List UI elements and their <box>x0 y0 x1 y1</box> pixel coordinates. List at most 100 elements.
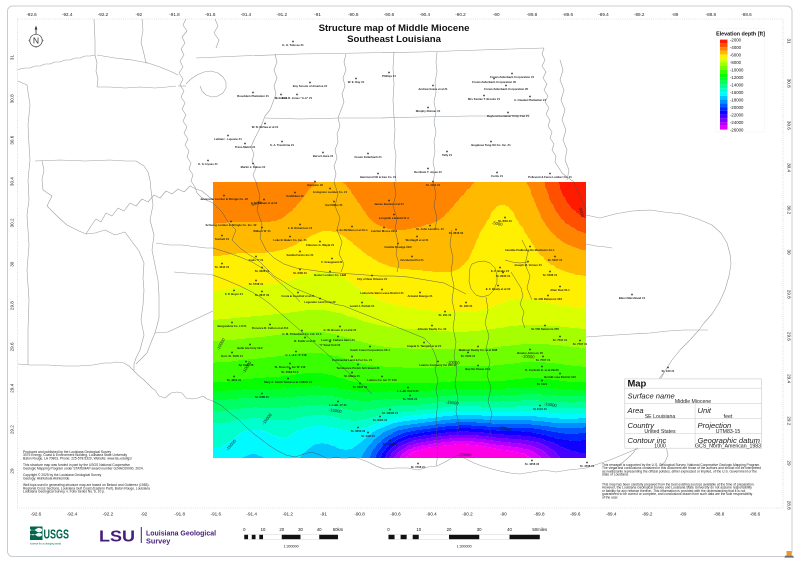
svg-text:A. Claudet Plantation #1: A. Claudet Plantation #1 <box>514 98 546 102</box>
svg-text:-90.6: -90.6 <box>384 12 395 17</box>
svg-text:-88.6: -88.6 <box>750 512 761 517</box>
svg-text:-92.6: -92.6 <box>26 12 37 17</box>
svg-text:-88.8: -88.8 <box>714 512 725 517</box>
svg-text:-90.8: -90.8 <box>348 12 359 17</box>
svg-text:-89: -89 <box>680 512 687 517</box>
svg-text:Wilbert 'B' #1: Wilbert 'B' #1 <box>253 229 271 233</box>
svg-text:C. M. Thibodaux Co. Ltd. #1 A: C. M. Thibodaux Co. Ltd. #1 A <box>282 332 321 336</box>
svg-text:Bob R. Jones "A-A" #1: Bob R. Jones "A-A" #1 <box>282 96 313 100</box>
svg-text:guaranteed to be correct or co: guaranteed to be correct or complete, an… <box>602 492 753 496</box>
svg-text:L.L.&E. #7 #1: L.L.&E. #7 #1 <box>329 403 347 407</box>
svg-text:-89.2: -89.2 <box>642 512 653 517</box>
svg-text:-89.8: -89.8 <box>527 12 538 17</box>
svg-text:-91.4: -91.4 <box>246 512 257 517</box>
svg-text:science for a changing world: science for a changing world <box>30 541 61 545</box>
svg-text:30.2: 30.2 <box>10 218 15 227</box>
svg-text:St. 550 Delacroix #55: St. 550 Delacroix #55 <box>531 327 559 331</box>
svg-text:St. 7567 #1: St. 7567 #1 <box>536 358 551 362</box>
svg-text:Schwing Lumber & Shingle Co. I: Schwing Lumber & Shingle Co. Inc. #2 <box>206 223 257 227</box>
svg-text:29.2: 29.2 <box>787 416 792 425</box>
svg-text:Ap Stell' #6: Ap Stell' #6 <box>239 363 254 367</box>
svg-text:UTM83-15: UTM83-15 <box>716 429 741 435</box>
svg-text:F. P. Boyer #1: F. P. Boyer #1 <box>225 292 243 296</box>
svg-text:Laterre Co. Inc 'C' #10: Laterre Co. Inc 'C' #10 <box>367 378 397 382</box>
svg-text:-91: -91 <box>320 512 327 517</box>
svg-text:St. 6/58 #1: St. 6/58 #1 <box>255 395 269 399</box>
svg-text:Copyright © 2025 by the Louisi: Copyright © 2025 by the Louisiana Geolog… <box>23 473 102 477</box>
svg-text:1000: 1000 <box>654 444 666 450</box>
svg-text:Country: Country <box>628 421 656 430</box>
svg-text:-24000: -24000 <box>730 120 744 125</box>
svg-text:Martin J. Kahao #1: Martin J. Kahao #1 <box>241 165 266 169</box>
svg-text:Lutcher Moore #B-3: Lutcher Moore #B-3 <box>371 229 398 233</box>
svg-text:Levall J. Parfult #1: Levall J. Parfult #1 <box>350 304 375 308</box>
svg-text:Bay De Chane #1-1: Bay De Chane #1-1 <box>465 367 491 371</box>
svg-text:-5000: -5000 <box>492 220 504 227</box>
svg-text:-91.8: -91.8 <box>169 12 180 17</box>
svg-text:St. 5524 #1: St. 5524 #1 <box>403 397 418 401</box>
svg-text:-89.4: -89.4 <box>606 512 617 517</box>
svg-text:However, the Louisiana Geologi: However, the Louisiana Geological Survey… <box>602 486 752 490</box>
svg-text:40: 40 <box>317 527 322 532</box>
svg-text:St. 1921: St. 1921 <box>537 382 548 386</box>
svg-text:or liability for any reliance: or liability for any reliance thereon. T… <box>602 489 745 493</box>
svg-text:St. 330 Delacroix #33: St. 330 Delacroix #33 <box>534 297 562 301</box>
svg-text:St. 8/10 #1: St. 8/10 #1 <box>498 219 512 223</box>
svg-text:29: 29 <box>10 468 15 474</box>
svg-text:Earl Miller #1: Earl Miller #1 <box>325 203 343 207</box>
svg-text:30.8: 30.8 <box>10 94 15 103</box>
svg-text:30: 30 <box>298 527 303 532</box>
svg-text:St. 5466 #1: St. 5466 #1 <box>543 273 558 277</box>
svg-text:St 4141 #1: St 4141 #1 <box>533 407 547 411</box>
svg-text:Louis E. Cadiere Heirs #1: Louis E. Cadiere Heirs #1 <box>321 338 355 342</box>
svg-text:J. B. Robertson #1: J. B. Robertson #1 <box>288 226 313 230</box>
svg-text:-2000: -2000 <box>730 37 742 42</box>
svg-text:Terrebonne Parish Sch Board #1: Terrebonne Parish Sch Board #1 <box>336 366 380 370</box>
svg-text:Southeast Louisiana: Southeast Louisiana <box>347 34 441 45</box>
svg-text:This structure map was funded: This structure map was funded in part by… <box>23 463 130 467</box>
svg-text:Belle Isle Unly #9.2: Belle Isle Unly #9.2 <box>237 346 263 350</box>
svg-text:Occidental Pet #1: Occidental Pet #1 <box>400 258 424 262</box>
svg-text:St. 4864 #1: St. 4864 #1 <box>227 378 242 382</box>
svg-text:29.6: 29.6 <box>10 342 15 351</box>
svg-text:-91.4: -91.4 <box>241 12 252 17</box>
svg-text:-25000: -25000 <box>458 452 472 457</box>
svg-text:Map: Map <box>628 378 647 389</box>
svg-text:30.8: 30.8 <box>787 79 792 88</box>
svg-text:Mrs Fannie T. Brooks #1: Mrs Fannie T. Brooks #1 <box>468 97 500 101</box>
svg-text:H. H. Tolusse #1: H. H. Tolusse #1 <box>282 43 304 47</box>
svg-text:St. 5407 #1: St. 5407 #1 <box>548 258 563 262</box>
svg-text:40: 40 <box>507 527 512 532</box>
svg-text:Projection: Projection <box>698 421 732 430</box>
svg-text:-88.6: -88.6 <box>741 12 752 17</box>
svg-text:31: 31 <box>787 38 792 44</box>
svg-text:LSU: LSU <box>99 529 135 546</box>
svg-text:Madison Realty Co. at al #6/8: Madison Realty Co. at al #6/8 <box>459 348 498 352</box>
svg-text:St. 4644 #1: St. 4644 #1 <box>215 265 230 269</box>
svg-text:Wortlag/3 et al #1: Wortlag/3 et al #1 <box>406 238 429 242</box>
svg-text:-15000: -15000 <box>445 399 459 405</box>
svg-text:St. Rose Co. Inc 'B' #12: St. Rose Co. Inc 'B' #12 <box>275 365 306 369</box>
svg-text:Geology: Akintobola Akintomide: Geology: Akintobola Akintomide <box>23 476 70 480</box>
svg-text:St. John Land Co. #1: St. John Land Co. #1 <box>416 227 444 231</box>
svg-text:as necessarily representing th: as necessarily representing the official… <box>602 469 757 473</box>
svg-text:E. F. Brady et al #2: E. F. Brady et al #2 <box>486 287 511 291</box>
svg-text:Florence R. Cullon et al #14: Florence R. Cullon et al #14 <box>252 326 289 330</box>
svg-text:GCS_North_American_1983: GCS_North_American_1983 <box>695 444 761 450</box>
svg-text:-88.8: -88.8 <box>706 12 717 17</box>
svg-text:Armand Bourge #1: Armand Bourge #1 <box>407 294 432 298</box>
svg-text:Structure map of Middle Miocen: Structure map of Middle Miocene <box>319 23 470 34</box>
svg-text:Graftbbon #1: Graftbbon #1 <box>286 194 304 198</box>
svg-text:Murphy Rohner #1: Murphy Rohner #1 <box>416 109 441 113</box>
svg-text:-92.4: -92.4 <box>62 12 73 17</box>
svg-text:-92.4: -92.4 <box>67 512 78 517</box>
svg-text:3079 Energy, Coast & Environme: 3079 Energy, Coast & Environment Buildin… <box>23 453 127 457</box>
svg-text:29.4: 29.4 <box>787 374 792 383</box>
svg-text:Crown Zellerbach Corporation #: Crown Zellerbach Corporation #1 <box>490 75 535 79</box>
svg-text:30: 30 <box>787 249 792 255</box>
svg-text:R. Kuhlz et al #1: R. Kuhlz et al #1 <box>294 339 316 343</box>
svg-text:-92.2: -92.2 <box>103 512 114 517</box>
svg-text:-10000: -10000 <box>446 360 460 366</box>
svg-text:St. 6/36 #1: St. 6/36 #1 <box>293 271 307 275</box>
svg-text:Boy Scouts of America #1: Boy Scouts of America #1 <box>293 84 328 88</box>
